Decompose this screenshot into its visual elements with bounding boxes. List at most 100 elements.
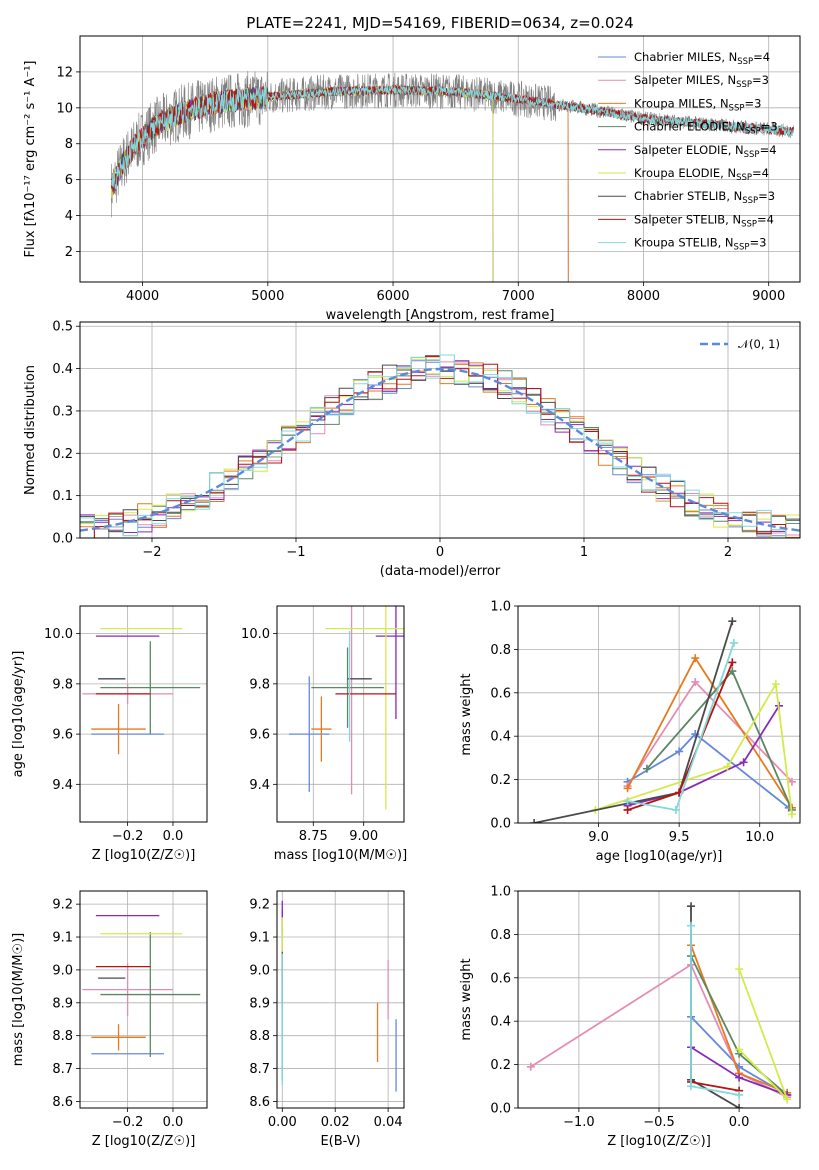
weight-line — [530, 963, 788, 1099]
y-tick-label: 2 — [65, 245, 73, 260]
y-axis-label: mass weight — [459, 958, 474, 1040]
weight-marker — [735, 1045, 744, 1054]
x-tick-label: 9.00 — [349, 829, 378, 844]
weight-marker — [675, 747, 684, 756]
legend-label: Chabrier ELODIE, NSSP=3 — [634, 120, 778, 137]
y-tick-label: 9.0 — [249, 963, 270, 978]
x-tick-label: 0.00 — [268, 1115, 297, 1130]
weight-marker — [687, 921, 696, 930]
x-tick-label: 0.0 — [163, 1115, 184, 1130]
y-tick-label: 10 — [56, 101, 73, 116]
x-tick-label: 7000 — [502, 289, 535, 304]
x-axis-label: Z [log10(Z/Z☉)] — [607, 1134, 711, 1149]
x-tick-label: 5000 — [251, 289, 284, 304]
y-tick-label: 8.7 — [52, 1062, 73, 1077]
plot-area-weight-vs-age — [518, 606, 800, 823]
y-tick-label: 0.1 — [52, 489, 73, 504]
plot-area-weight-vs-Z — [518, 891, 800, 1108]
x-tick-label: −0.2 — [112, 829, 144, 844]
y-tick-label: 9.1 — [249, 931, 270, 946]
weight-marker — [642, 764, 651, 773]
y-tick-label: 0.4 — [490, 730, 511, 745]
x-axis-label: age [log10(age/yr)] — [596, 849, 723, 864]
x-axis-label: Z [log10(Z/Z☉)] — [92, 848, 196, 863]
x-axis-label: mass [log10(M/M☉)] — [274, 848, 407, 863]
y-tick-label: 9.4 — [249, 778, 270, 793]
x-axis-label: (data-model)/error — [380, 564, 501, 579]
weight-line — [690, 1081, 740, 1092]
y-tick-label: 8.8 — [52, 1029, 73, 1044]
y-tick-label: 0.6 — [490, 971, 511, 986]
y-axis-label: Normed distribution — [23, 365, 38, 495]
weight-marker — [526, 1062, 535, 1071]
weight-marker — [783, 1095, 792, 1104]
x-tick-label: 0.02 — [321, 1115, 350, 1130]
x-tick-label: 4000 — [126, 289, 159, 304]
y-tick-label: 0.2 — [490, 773, 511, 788]
axes-frame-mass-vs-EBV — [276, 890, 405, 1109]
axes-frame-age-vs-Z — [79, 605, 208, 823]
weight-line — [595, 681, 793, 815]
weight-marker — [687, 902, 696, 911]
weight-line — [627, 705, 780, 807]
y-tick-label: 10.0 — [44, 627, 73, 642]
x-axis-label: wavelength [Angstrom, rest frame] — [326, 308, 555, 323]
weight-marker — [728, 617, 737, 626]
y-tick-label: 9.6 — [52, 728, 73, 743]
y-tick-label: 9.4 — [52, 778, 73, 793]
axes-frame-residuals — [79, 321, 801, 539]
weight-marker — [723, 762, 732, 771]
y-tick-label: 0.0 — [490, 817, 511, 832]
x-tick-label: 9.5 — [669, 830, 690, 845]
y-tick-label: 9.6 — [249, 728, 270, 743]
y-tick-label: 8.8 — [249, 1029, 270, 1044]
y-tick-label: 0.4 — [490, 1015, 511, 1030]
legend-label: Kroupa ELODIE, NSSP=4 — [634, 166, 769, 183]
y-tick-label: 9.2 — [249, 898, 270, 913]
y-tick-label: 1.0 — [490, 600, 511, 615]
weight-marker — [530, 819, 539, 823]
y-tick-label: 9.8 — [52, 677, 73, 692]
legend-label: Chabrier MILES, NSSP=4 — [634, 50, 770, 67]
weight-line — [627, 732, 790, 809]
model-spectrum-kroupa-stelib — [110, 85, 794, 190]
y-tick-label: 8.6 — [52, 1095, 73, 1110]
y-axis-label: age [log10(age/yr)] — [11, 651, 26, 778]
y-tick-label: 4 — [65, 209, 73, 224]
x-tick-label: 1 — [580, 545, 588, 560]
axes-frame-mass-vs-Z — [79, 890, 208, 1109]
x-tick-label: 9000 — [752, 289, 785, 304]
y-tick-label: 10.0 — [241, 627, 270, 642]
x-tick-label: 10.0 — [745, 830, 774, 845]
y-axis-label: mass [log10(M/M☉)] — [11, 933, 26, 1066]
weight-marker — [623, 784, 632, 793]
x-tick-label: 6000 — [376, 289, 409, 304]
weight-marker — [787, 810, 796, 819]
legend-label: Salpeter ELODIE, NSSP=4 — [634, 143, 777, 160]
y-tick-label: 6 — [65, 173, 73, 188]
weight-marker — [728, 658, 737, 667]
y-tick-label: 8.9 — [52, 996, 73, 1011]
y-tick-label: 9.0 — [52, 963, 73, 978]
plot-area-mass-vs-Z — [80, 891, 207, 1108]
chart-title: PLATE=2241, MJD=54169, FIBERID=0634, z=0… — [246, 14, 633, 32]
y-tick-label: 0.0 — [52, 532, 73, 547]
weight-marker — [691, 677, 700, 686]
legend-label: Chabrier STELIB, NSSP=3 — [634, 189, 775, 206]
plot-area-age-vs-mass — [277, 606, 404, 822]
y-tick-label: 0.5 — [52, 320, 73, 335]
y-tick-label: 0.8 — [490, 928, 511, 943]
x-tick-label: −1 — [286, 545, 305, 560]
histogram-kroupa-stelib — [80, 354, 800, 538]
weight-marker — [735, 1073, 744, 1082]
x-axis-label: Z [log10(Z/Z☉)] — [92, 1134, 196, 1149]
weight-marker — [671, 805, 680, 814]
x-tick-label: 8.75 — [299, 829, 328, 844]
y-tick-label: 1.0 — [490, 885, 511, 900]
weight-marker — [739, 758, 748, 767]
legend-label: Salpeter STELIB, NSSP=4 — [634, 212, 774, 229]
weight-marker — [735, 1090, 744, 1099]
plot-area-residuals — [80, 322, 800, 538]
y-tick-label: 0.6 — [490, 686, 511, 701]
